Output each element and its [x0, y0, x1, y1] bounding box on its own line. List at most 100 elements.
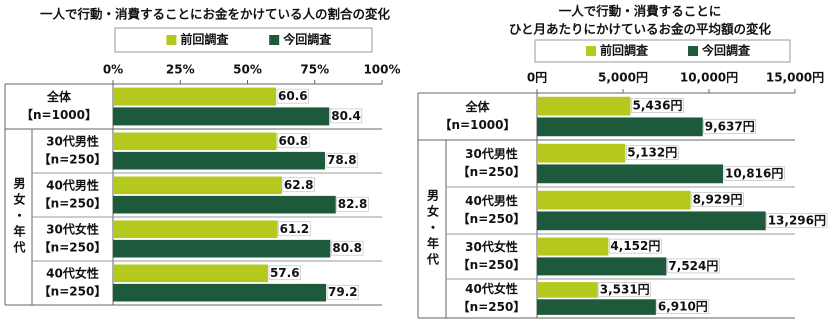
- sample-size: 【n=250】: [458, 211, 526, 226]
- value-label: 60.6: [278, 89, 308, 103]
- bar: [537, 299, 656, 315]
- bar: [113, 264, 268, 283]
- legend-swatch: [269, 35, 280, 45]
- value-label: 57.6: [270, 266, 300, 280]
- group-label: 男女・年代: [12, 177, 26, 257]
- category-label: 40代女性: [465, 281, 518, 296]
- chart-title: 一人で行動・消費することに: [559, 4, 722, 19]
- bar: [537, 117, 703, 137]
- sample-size: 【n=250】: [458, 299, 526, 314]
- sample-size: 【n=250】: [39, 196, 107, 211]
- bar: [537, 164, 724, 184]
- value-label-bg: [723, 166, 785, 181]
- x-tick-label: 0%: [103, 63, 123, 77]
- bar: [113, 195, 336, 214]
- x-tick-label: 5,000円: [598, 71, 648, 85]
- value-label: 61.2: [280, 222, 310, 236]
- sample-size: 【n=1000】: [21, 107, 97, 122]
- category-label: 40代女性: [46, 266, 99, 281]
- legend-swatch: [166, 35, 177, 45]
- value-label-bg: [626, 145, 679, 160]
- value-label-bg: [278, 221, 311, 237]
- category-label: 40代男性: [465, 193, 518, 208]
- bar: [113, 220, 278, 239]
- value-label-bg: [331, 240, 364, 256]
- category-label: 全体: [464, 99, 490, 114]
- chart-title: 一人で行動・消費することにお金をかけている人の割合の変化: [40, 7, 391, 22]
- category-label: 30代女性: [46, 222, 99, 237]
- sample-size: 【n=250】: [39, 240, 107, 255]
- legend-label: 前回調査: [600, 43, 649, 58]
- value-label-bg: [326, 284, 359, 300]
- category-label: 30代女性: [465, 239, 518, 254]
- value-label: 8,929円: [693, 193, 743, 207]
- sample-size: 【n=1000】: [440, 117, 516, 132]
- value-label-bg: [276, 88, 309, 104]
- x-tick-label: 0円: [527, 71, 547, 85]
- group-label: 男女・年代: [426, 189, 440, 269]
- x-tick-label: 100%: [363, 63, 400, 77]
- x-tick-label: 15,000円: [766, 71, 824, 85]
- bar: [537, 143, 626, 163]
- value-label: 13,296円: [768, 213, 826, 227]
- bar: [113, 176, 282, 195]
- bar: [113, 87, 277, 106]
- value-label-bg: [268, 265, 301, 281]
- value-label: 6,910円: [658, 300, 708, 314]
- value-label-bg: [282, 177, 315, 193]
- value-label: 5,132円: [627, 146, 677, 160]
- value-label: 7,524円: [668, 259, 718, 273]
- bar: [537, 237, 609, 256]
- x-tick-label: 50%: [233, 63, 262, 77]
- value-label-bg: [703, 119, 756, 134]
- value-label: 80.8: [332, 241, 362, 255]
- bar: [113, 283, 327, 302]
- sample-size: 【n=250】: [39, 284, 107, 299]
- value-label-bg: [766, 213, 828, 228]
- bar: [113, 132, 277, 151]
- legend-box: [114, 27, 373, 53]
- value-label-bg: [656, 299, 710, 314]
- value-label: 80.4: [331, 109, 361, 123]
- value-label: 79.2: [328, 285, 358, 299]
- value-label-bg: [609, 238, 662, 254]
- value-label: 3,531円: [600, 282, 650, 296]
- x-tick-label: 75%: [300, 63, 329, 77]
- legend-swatch: [688, 46, 698, 56]
- value-label-bg: [691, 192, 744, 207]
- value-label: 78.8: [327, 153, 357, 167]
- sample-size: 【n=250】: [458, 164, 526, 179]
- x-tick-label: 25%: [166, 63, 195, 77]
- category-label: 30代男性: [465, 146, 518, 161]
- value-label: 10,816円: [725, 166, 783, 180]
- x-tick-label: 10,000円: [680, 71, 738, 85]
- chart-title: ひと月あたりにかけているお金の平均額の変化: [509, 22, 772, 37]
- value-label: 82.8: [338, 197, 368, 211]
- value-label-bg: [336, 196, 369, 212]
- bar: [113, 239, 331, 258]
- bar: [537, 96, 631, 116]
- bar: [537, 190, 691, 210]
- legend-label: 前回調査: [180, 32, 229, 47]
- sample-size: 【n=250】: [39, 152, 107, 167]
- value-label-bg: [631, 98, 684, 113]
- legend-box: [534, 39, 791, 63]
- value-label: 62.8: [284, 178, 314, 192]
- bar: [537, 211, 766, 231]
- value-label: 9,637円: [705, 119, 755, 133]
- category-label: 40代男性: [46, 178, 99, 193]
- legend-swatch: [586, 46, 596, 56]
- value-label-bg: [330, 108, 363, 124]
- category-label: 30代男性: [46, 134, 99, 149]
- value-label-bg: [277, 133, 310, 149]
- bar: [113, 107, 330, 126]
- value-label-bg: [325, 152, 358, 168]
- value-label: 5,436円: [632, 99, 682, 113]
- bar: [113, 151, 325, 170]
- value-label-bg: [598, 282, 651, 297]
- bar: [537, 282, 598, 298]
- legend-label: 今回調査: [701, 43, 751, 58]
- legend-label: 今回調査: [282, 32, 332, 47]
- bar: [537, 257, 667, 276]
